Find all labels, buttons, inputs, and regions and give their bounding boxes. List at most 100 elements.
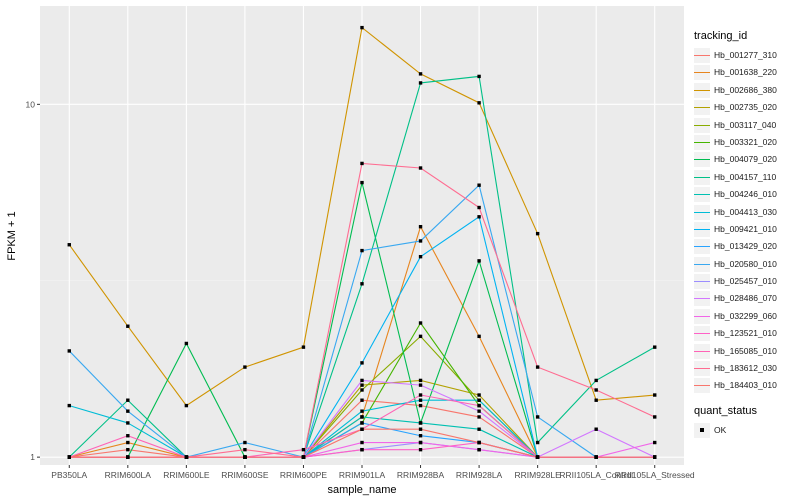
data-point-Hb_184403_010	[184, 455, 189, 459]
data-point-Hb_032299_060	[418, 440, 423, 445]
data-point-Hb_004157_110	[653, 345, 657, 349]
data-point-Hb_028486_070	[594, 427, 598, 431]
legend-items: Hb_001277_310 Hb_001638_220 Hb_002686_380 H…	[694, 47, 798, 395]
legend-key	[694, 361, 710, 377]
x-tick-label: RRIM600LE	[163, 470, 210, 480]
legend-label: Hb_002735_020	[714, 102, 777, 113]
legend-label: Hb_028486_070	[714, 293, 777, 304]
legend-item: Hb_028486_070	[694, 290, 798, 307]
data-point-Hb_004079_020	[477, 259, 481, 263]
legend-key	[694, 378, 710, 394]
data-point-Hb_001638_220	[477, 334, 481, 339]
data-point-Hb_028486_070	[418, 383, 423, 387]
legend-label: Hb_001638_220	[714, 67, 777, 78]
legend-label: Hb_002686_380	[714, 84, 777, 95]
data-point-Hb_165085_010	[301, 447, 306, 452]
data-point-Hb_003117_040	[360, 388, 364, 392]
data-point-Hb_184403_010	[594, 455, 598, 459]
data-point-Hb_184403_010	[243, 455, 247, 459]
legend-item: Hb_123521_010	[694, 325, 798, 342]
legend-line-swatch	[694, 281, 710, 283]
data-point-Hb_002735_020	[477, 393, 481, 397]
legend-title: tracking_id	[694, 30, 748, 42]
legend-line-swatch	[694, 159, 710, 161]
data-point-Hb_001638_220	[126, 440, 130, 445]
legend-key	[694, 48, 710, 63]
legend-line-swatch	[694, 263, 710, 265]
data-point-Hb_002686_380	[418, 72, 423, 76]
data-point-Hb_009421_010	[360, 361, 364, 365]
data-point-Hb_001638_220	[418, 224, 423, 229]
legend-item: Hb_001638_220	[694, 64, 798, 81]
legend-key	[694, 326, 710, 342]
legend-label: Hb_004157_110	[714, 171, 777, 182]
legend-item: Hb_184403_010	[694, 377, 798, 394]
data-point-Hb_165085_010	[126, 434, 130, 438]
quant-status-title: quant_status	[694, 405, 757, 417]
legend-label: Hb_003117_040	[714, 119, 777, 130]
data-point-Hb_123521_010	[418, 447, 423, 452]
data-point-Hb_004413_030	[126, 421, 130, 425]
legend-key	[694, 308, 710, 324]
legend-line-swatch	[694, 124, 710, 126]
legend-line-swatch	[694, 228, 710, 230]
legend-line-swatch	[694, 194, 710, 196]
data-point-Hb_001277_310	[418, 403, 423, 408]
legend-key	[694, 134, 710, 150]
data-point-Hb_004157_110	[535, 440, 540, 445]
legend-label: Hb_165085_010	[714, 345, 777, 356]
y-axis-ticks: 1 10	[26, 99, 40, 462]
data-point-Hb_184403_010	[535, 455, 540, 459]
legend-label: Hb_003321_020	[714, 136, 777, 147]
grid-major	[40, 6, 684, 465]
data-point-Hb_028486_070	[360, 378, 364, 383]
legend-line-swatch	[694, 315, 710, 317]
data-point-Hb_183612_030	[418, 166, 423, 170]
legend-item: Hb_013429_020	[694, 238, 798, 255]
data-point-Hb_184403_010	[360, 427, 364, 431]
x-tick-label: PB350LA	[51, 470, 87, 480]
legend-key	[694, 152, 710, 168]
data-point-Hb_004079_020	[360, 180, 364, 185]
quant-status-key	[694, 423, 710, 438]
data-point-Hb_123521_010	[360, 447, 364, 452]
legend-item: Hb_032299_060	[694, 308, 798, 325]
legend-key	[694, 291, 710, 307]
data-point-Hb_032299_060	[360, 440, 364, 445]
legend-line-swatch	[694, 89, 710, 91]
x-tick-label: RRIM600SE	[221, 470, 269, 480]
legend-key	[694, 204, 710, 220]
x-tick-label: RRIM928LE	[514, 470, 561, 480]
quant-status-item: OK	[694, 422, 757, 439]
legend-key	[694, 117, 710, 133]
legend-label: Hb_013429_020	[714, 241, 777, 252]
legend-line-swatch	[694, 107, 710, 109]
y-tick-label: 1	[30, 452, 35, 462]
legend-label: Hb_184403_010	[714, 380, 777, 391]
legend-label: Hb_009421_010	[714, 223, 777, 234]
legend-line-swatch	[694, 141, 710, 143]
data-point-Hb_004157_110	[360, 282, 364, 286]
legend-label: Hb_183612_030	[714, 363, 777, 374]
data-point-Hb_002735_020	[360, 383, 364, 387]
legend-line-swatch	[694, 211, 710, 213]
data-point-Hb_020580_010	[535, 415, 540, 419]
legend-key	[694, 274, 710, 290]
data-point-Hb_004413_030	[418, 398, 423, 402]
legend-label: Hb_032299_060	[714, 310, 777, 321]
data-point-Hb_165085_010	[477, 403, 481, 408]
data-point-Hb_183612_030	[477, 205, 481, 210]
legend-key	[694, 169, 710, 185]
data-point-Hb_020580_010	[243, 440, 247, 445]
legend-item: Hb_003117_040	[694, 117, 798, 134]
legend-item: Hb_009421_010	[694, 221, 798, 238]
legend-line-swatch	[694, 350, 710, 352]
data-point-Hb_002686_380	[477, 101, 481, 105]
legend-item: Hb_003321_020	[694, 134, 798, 151]
y-axis-title: FPKM + 1	[6, 211, 18, 260]
data-point-Hb_184403_010	[418, 427, 423, 431]
data-point-Hb_183612_030	[360, 161, 364, 166]
data-point-Hb_004246_010	[360, 415, 364, 419]
data-point-Hb_003321_020	[418, 321, 423, 325]
